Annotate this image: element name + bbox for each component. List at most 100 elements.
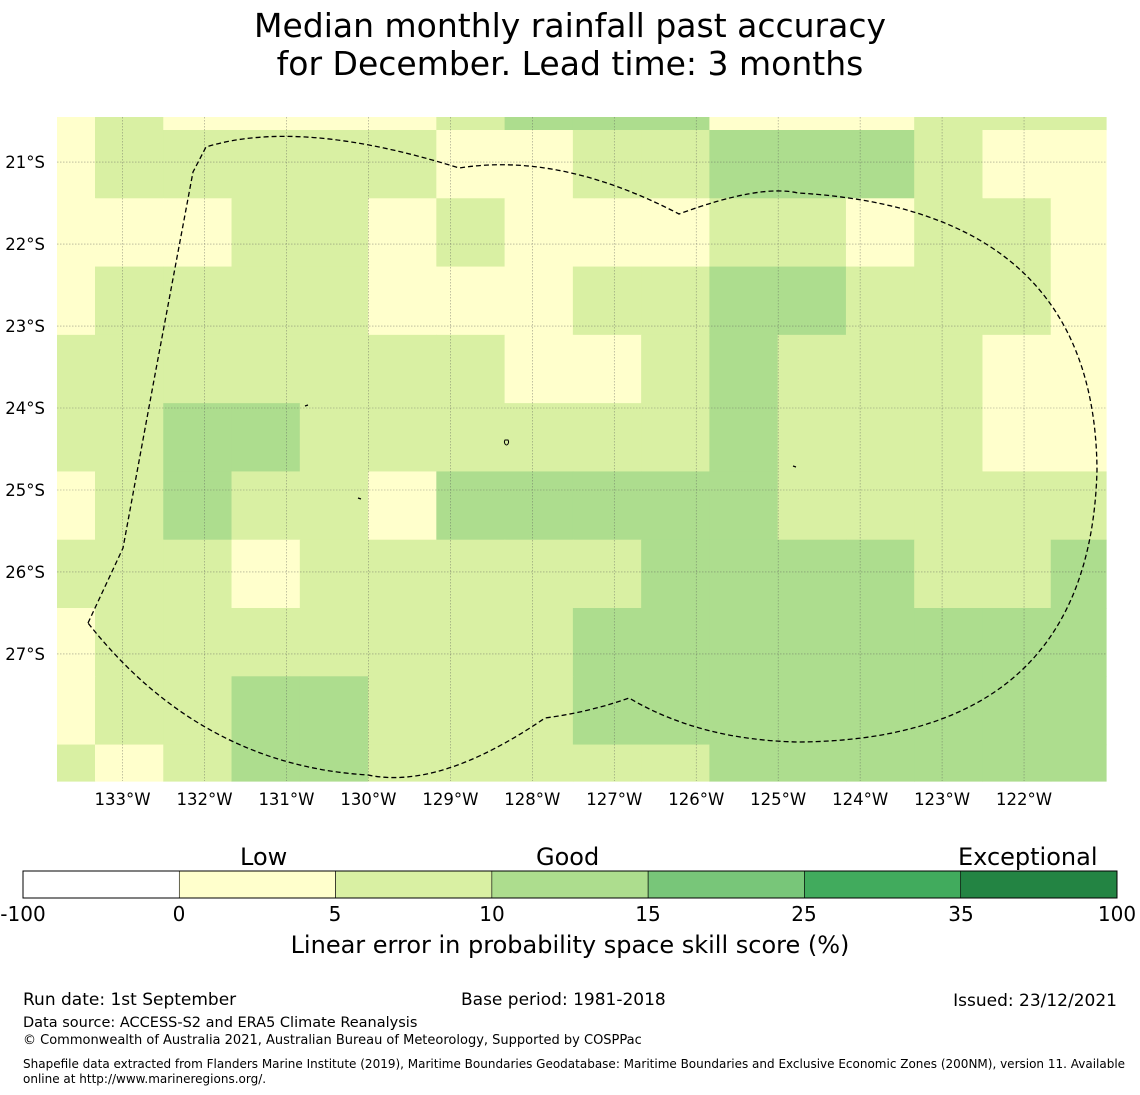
grid-cell — [163, 334, 233, 404]
grid-cell — [709, 676, 779, 746]
longitude-label: 122°W — [996, 790, 1052, 809]
grid-cell — [436, 676, 506, 746]
colorbar-tick: 15 — [635, 902, 661, 926]
longitude-label: 126°W — [668, 790, 724, 809]
latitude-label: 26°S — [5, 563, 45, 582]
longitude-label: 128°W — [504, 790, 560, 809]
grid-cell — [231, 266, 301, 336]
grid-cell — [163, 117, 233, 131]
grid-cell — [641, 471, 711, 541]
grid-cell — [914, 117, 984, 131]
grid-cell — [368, 744, 437, 782]
grid-cell — [1050, 471, 1107, 541]
grid-cell — [641, 117, 711, 131]
grid-cell — [368, 403, 437, 473]
grid-cell — [572, 608, 642, 677]
colorbar-tick: 0 — [172, 902, 186, 926]
eez-boundary — [87, 135, 1098, 779]
colorbar-tick: 25 — [791, 902, 817, 926]
grid-cell — [299, 334, 369, 404]
grid-cell — [163, 744, 233, 782]
grid-cell — [777, 539, 847, 609]
grid-cell — [777, 130, 847, 199]
grid-cell — [845, 117, 915, 131]
map-gridlines — [57, 117, 1106, 781]
grid-cell — [95, 403, 164, 473]
grid-cell — [845, 334, 915, 404]
grid-cell — [641, 334, 711, 404]
longitude-labels: 133°W 132°W 131°W 130°W 129°W 128°W 127°W 126°W… — [95, 790, 1053, 809]
latitude-label: 24°S — [5, 399, 45, 418]
longitude-label: 131°W — [258, 790, 314, 809]
issued-date: Issued: 23/12/2021 — [953, 991, 1117, 1011]
grid-cell — [299, 539, 369, 609]
grid-cell — [368, 676, 437, 746]
grid-cell — [914, 608, 984, 677]
colorbar-tick: 100 — [1097, 902, 1137, 926]
grid-cell — [777, 266, 847, 336]
grid-cell — [982, 334, 1052, 404]
grid-cell — [1050, 676, 1107, 746]
grid-cell — [1050, 539, 1107, 609]
grid-cell — [982, 676, 1052, 746]
grid-cell — [57, 334, 96, 404]
grid-cell — [504, 744, 574, 782]
grid-cell — [914, 198, 984, 268]
grid-cell — [504, 539, 574, 609]
grid-cell — [709, 744, 779, 782]
colorbar-segment — [491, 870, 649, 899]
grid-cell — [572, 539, 642, 609]
latitude-label: 22°S — [5, 235, 45, 254]
grid-cell — [57, 117, 96, 131]
grid-cell — [914, 539, 984, 609]
grid-cell — [914, 744, 984, 782]
grid-cell — [641, 130, 711, 199]
grid-cell — [57, 744, 96, 782]
grid-cell — [299, 471, 369, 541]
grid-cell — [572, 676, 642, 746]
grid-cell — [777, 676, 847, 746]
colorbar-segment — [960, 870, 1118, 899]
grid-cell — [709, 608, 779, 677]
grid-cell — [231, 471, 301, 541]
grid-cell — [982, 539, 1052, 609]
grid-cell — [845, 608, 915, 677]
grid-cell — [504, 130, 574, 199]
grid-cell — [95, 608, 164, 677]
grid-cell — [572, 198, 642, 268]
grid-cell — [368, 198, 437, 268]
colorbar-segment — [178, 870, 336, 899]
grid-cell — [231, 198, 301, 268]
grid-cell — [982, 130, 1052, 199]
grid-cell — [777, 117, 847, 131]
grid-cell — [299, 130, 369, 199]
grid-cell — [368, 266, 437, 336]
grid-cell — [95, 198, 164, 268]
grid-cell — [436, 403, 506, 473]
grid-cell — [368, 334, 437, 404]
grid-cell — [95, 130, 164, 199]
grid-cell — [504, 334, 574, 404]
grid-cell — [641, 403, 711, 473]
grid-cell — [57, 403, 96, 473]
grid-cell — [777, 744, 847, 782]
grid-cell — [368, 130, 437, 199]
data-source: Data source: ACCESS-S2 and ERA5 Climate … — [23, 1015, 418, 1031]
grid-cell — [504, 403, 574, 473]
grid-cell — [231, 676, 301, 746]
grid-cell — [163, 608, 233, 677]
grid-cell — [1050, 608, 1107, 677]
grid-cell — [982, 198, 1052, 268]
grid-cell — [1050, 266, 1107, 336]
grid-cell — [914, 676, 984, 746]
grid-cell — [231, 130, 301, 199]
grid-cell — [436, 744, 506, 782]
colorbar-segment — [804, 870, 962, 899]
grid-cell — [914, 266, 984, 336]
grid-cell — [368, 608, 437, 677]
colorbar-segment — [22, 870, 180, 899]
grid-cell — [572, 471, 642, 541]
grid-cell — [57, 676, 96, 746]
grid-cell — [845, 198, 915, 268]
grid-cell — [57, 130, 96, 199]
